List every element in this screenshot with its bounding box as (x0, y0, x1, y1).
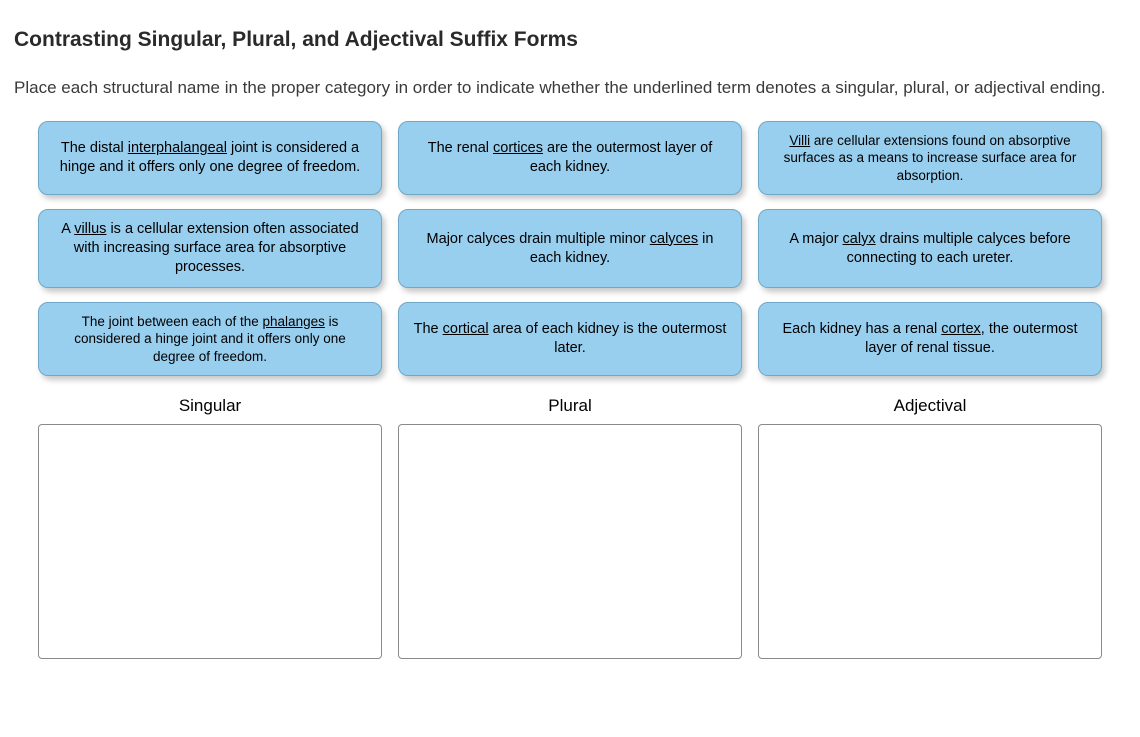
draggable-card-1[interactable]: The renal cortices are the outermost lay… (398, 121, 742, 196)
underlined-term: cortex (941, 321, 981, 337)
card-text: Major calyces drain multiple minor calyc… (413, 230, 727, 268)
underlined-term: villus (74, 221, 106, 237)
page-title: Contrasting Singular, Plural, and Adject… (14, 28, 1126, 52)
card-text: Each kidney has a renal cortex, the oute… (773, 320, 1087, 358)
card-text: A villus is a cellular extension often a… (53, 220, 367, 277)
drop-column-plural: Plural (398, 390, 742, 659)
draggable-card-2[interactable]: Villi are cellular extensions found on a… (758, 121, 1102, 196)
drop-zone-singular[interactable] (38, 424, 382, 659)
drop-label-singular: Singular (38, 396, 382, 416)
draggable-card-7[interactable]: The cortical area of each kidney is the … (398, 302, 742, 377)
card-text: The distal interphalangeal joint is cons… (53, 139, 367, 177)
drop-zone-plural[interactable] (398, 424, 742, 659)
draggable-card-0[interactable]: The distal interphalangeal joint is cons… (38, 121, 382, 196)
card-text: The cortical area of each kidney is the … (413, 320, 727, 358)
drop-column-adjectival: Adjectival (758, 390, 1102, 659)
drop-label-plural: Plural (398, 396, 742, 416)
underlined-term: interphalangeal (128, 140, 227, 156)
underlined-term: phalanges (263, 314, 325, 329)
draggable-card-5[interactable]: A major calyx drains multiple calyces be… (758, 209, 1102, 288)
underlined-term: calyx (843, 231, 876, 247)
drop-column-singular: Singular (38, 390, 382, 659)
instructions-text: Place each structural name in the proper… (14, 76, 1126, 101)
draggable-card-6[interactable]: The joint between each of the phalanges … (38, 302, 382, 377)
card-text: The renal cortices are the outermost lay… (413, 139, 727, 177)
draggable-card-4[interactable]: Major calyces drain multiple minor calyc… (398, 209, 742, 288)
card-text: The joint between each of the phalanges … (53, 313, 367, 366)
underlined-term: calyces (650, 231, 698, 247)
drop-label-adjectival: Adjectival (758, 396, 1102, 416)
draggable-card-3[interactable]: A villus is a cellular extension often a… (38, 209, 382, 288)
card-text: Villi are cellular extensions found on a… (773, 132, 1087, 185)
drop-row: Singular Plural Adjectival (14, 390, 1126, 659)
draggable-card-8[interactable]: Each kidney has a renal cortex, the oute… (758, 302, 1102, 377)
card-grid: The distal interphalangeal joint is cons… (14, 121, 1126, 377)
underlined-term: Villi (789, 133, 810, 148)
card-text: A major calyx drains multiple calyces be… (773, 230, 1087, 268)
underlined-term: cortical (443, 321, 489, 337)
underlined-term: cortices (493, 140, 543, 156)
drop-zone-adjectival[interactable] (758, 424, 1102, 659)
